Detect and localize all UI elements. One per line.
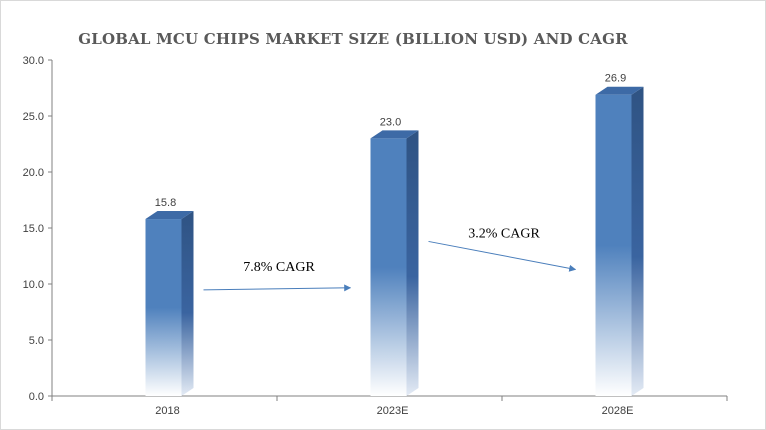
cagr-arrow [428,240,577,272]
data-label: 23.0 [380,116,401,128]
bar [370,130,419,396]
bar-front [595,94,632,396]
bar-top [145,211,194,220]
y-tick-label: 20.0 [23,167,44,179]
x-tick-label: 2028E [602,405,634,417]
y-tick-label: 10.0 [23,279,44,291]
bar-front [145,219,182,396]
bar-front [370,138,407,396]
bar [145,211,194,396]
chart-title: GLOBAL MCU CHIPS MARKET SIZE (BILLION US… [78,30,628,48]
y-tick-label: 30.0 [23,55,44,67]
bar-side [631,86,644,396]
bar [595,86,644,396]
data-label: 26.9 [605,73,626,85]
cagr-label: 3.2% CAGR [468,226,540,241]
y-tick-label: 0.0 [29,391,44,403]
y-tick-label: 25.0 [23,111,44,123]
bar-top [595,86,644,95]
x-tick-label: 2023E [377,405,409,417]
x-tick-label: 2018 [155,405,179,417]
data-label: 15.8 [155,197,176,209]
bar-side [406,130,419,396]
bar-side [181,211,194,396]
y-tick-label: 15.0 [23,223,44,235]
cagr-arrow [203,284,352,292]
y-tick-label: 5.0 [29,335,44,347]
bar-top [370,130,419,139]
cagr-label: 7.8% CAGR [243,260,315,275]
